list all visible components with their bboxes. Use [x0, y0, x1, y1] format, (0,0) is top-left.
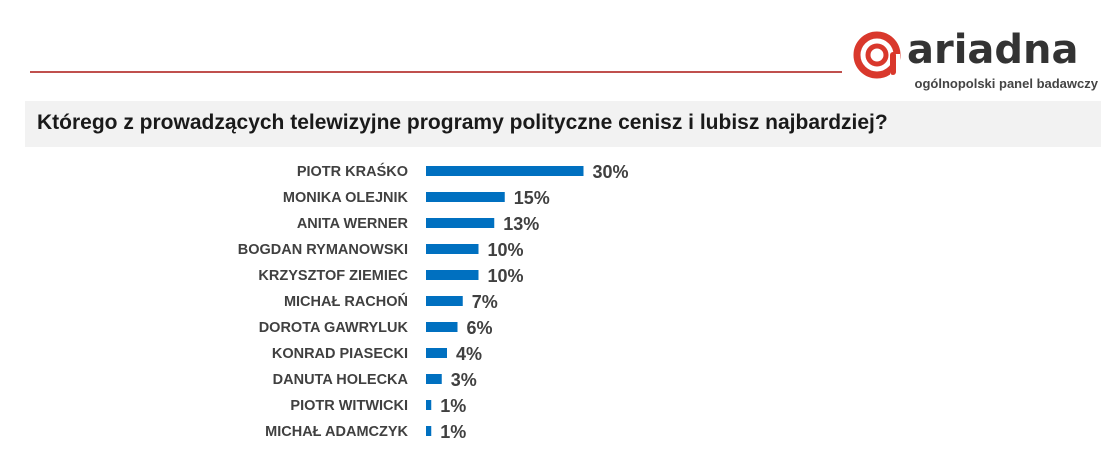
brand-logo: ariadna ogólnopolski panel badawczy	[852, 27, 1102, 92]
bar	[426, 244, 479, 254]
question-band: Którego z prowadzących telewizyjne progr…	[25, 101, 1101, 147]
category-label: MONIKA OLEJNIK	[283, 190, 409, 206]
bar	[426, 166, 584, 176]
data-label: 1%	[440, 422, 466, 442]
data-label: 10%	[488, 240, 524, 260]
data-label: 1%	[440, 396, 466, 416]
data-label: 10%	[488, 266, 524, 286]
category-label: MICHAŁ ADAMCZYK	[265, 424, 408, 440]
ariadna-spiral-logo-icon	[853, 31, 901, 79]
category-label: MICHAŁ RACHOŃ	[284, 293, 408, 310]
bar	[426, 426, 432, 436]
bar	[426, 322, 458, 332]
data-label: 6%	[467, 318, 493, 338]
data-label: 4%	[456, 344, 482, 364]
bar	[426, 296, 463, 306]
data-label: 15%	[514, 188, 550, 208]
data-label: 7%	[472, 292, 498, 312]
data-label: 30%	[593, 162, 629, 182]
category-label: PIOTR KRAŚKO	[297, 162, 408, 180]
bar	[426, 374, 442, 384]
category-label: DOROTA GAWRYLUK	[259, 320, 409, 336]
data-label: 13%	[503, 214, 539, 234]
category-label: KONRAD PIASECKI	[272, 346, 408, 362]
bar	[426, 218, 495, 228]
brand-tagline: ogólnopolski panel badawczy	[914, 76, 1098, 91]
bar-chart: PIOTR KRAŚKO 30% MONIKA OLEJNIK 15% ANITA WE…	[238, 162, 629, 442]
header-divider-line	[30, 71, 842, 73]
bar	[426, 270, 479, 280]
category-label: ANITA WERNER	[297, 216, 409, 232]
category-label: BOGDAN RYMANOWSKI	[238, 242, 408, 258]
category-label: KRZYSZTOF ZIEMIEC	[258, 268, 408, 284]
data-label: 3%	[451, 370, 477, 390]
bar	[426, 192, 505, 202]
chart-title: Którego z prowadzących telewizyjne progr…	[37, 111, 888, 134]
category-label: DANUTA HOLECKA	[273, 372, 409, 388]
category-label: PIOTR WITWICKI	[290, 398, 408, 414]
brand-name: ariadna	[907, 27, 1079, 73]
bar	[426, 400, 432, 410]
bar	[426, 348, 447, 358]
